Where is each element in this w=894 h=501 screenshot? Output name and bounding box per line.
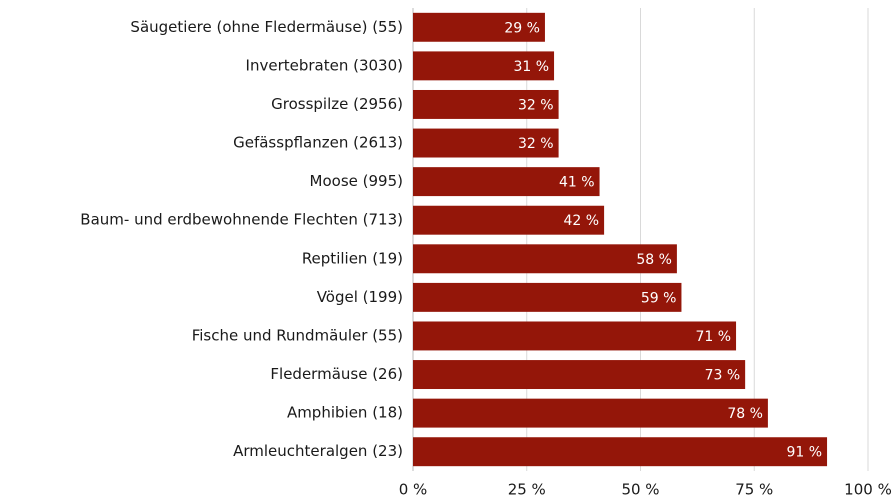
- y-tick-label: Säugetiere (ohne Fledermäuse) (55): [130, 18, 403, 36]
- value-label: 59 %: [641, 290, 677, 306]
- y-tick-label: Fische und Rundmäuler (55): [192, 326, 403, 344]
- value-label: 29 %: [504, 20, 540, 36]
- bar: [413, 360, 746, 390]
- x-tick-label: 0 %: [399, 481, 428, 499]
- x-tick-label: 75 %: [735, 481, 773, 499]
- bar: [413, 128, 559, 158]
- value-label: 41 %: [559, 175, 595, 191]
- y-tick-label: Vögel (199): [317, 288, 403, 306]
- value-label: 31 %: [513, 59, 549, 75]
- bar: [413, 398, 768, 428]
- y-tick-label: Amphibien (18): [287, 404, 403, 422]
- bar: [413, 282, 682, 312]
- value-label: 58 %: [636, 252, 672, 268]
- x-tick-label: 50 %: [621, 481, 659, 499]
- bar: [413, 321, 737, 351]
- x-tick-label: 100 %: [844, 481, 892, 499]
- y-tick-label: Fledermäuse (26): [270, 365, 403, 383]
- value-label: 71 %: [695, 329, 731, 345]
- y-tick-label: Baum- und erdbewohnende Flechten (713): [80, 211, 403, 229]
- bar: [413, 89, 559, 119]
- y-tick-label: Invertebraten (3030): [246, 56, 403, 74]
- value-label: 32 %: [518, 97, 554, 113]
- y-tick-label: Reptilien (19): [302, 249, 403, 267]
- x-tick-label: 25 %: [508, 481, 546, 499]
- bar: [413, 167, 600, 197]
- value-label: 73 %: [705, 368, 741, 384]
- bar: [413, 244, 677, 274]
- bar: [413, 51, 555, 81]
- value-label: 78 %: [727, 406, 763, 422]
- y-tick-label: Armleuchteralgen (23): [233, 442, 403, 460]
- value-label: 91 %: [786, 445, 822, 461]
- value-label: 42 %: [564, 213, 600, 229]
- y-tick-label: Gefässpflanzen (2613): [233, 134, 403, 152]
- bar: [413, 437, 828, 467]
- y-tick-label: Moose (995): [310, 172, 403, 190]
- value-label: 32 %: [518, 136, 554, 152]
- y-tick-label: Grosspilze (2956): [271, 95, 403, 113]
- bar: [413, 12, 545, 42]
- bar: [413, 205, 605, 235]
